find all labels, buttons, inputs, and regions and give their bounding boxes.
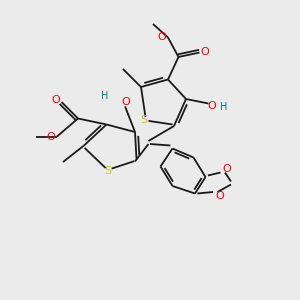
Text: O: O [215, 190, 224, 201]
Text: O: O [200, 47, 209, 57]
Text: S: S [104, 166, 112, 176]
Text: O: O [157, 32, 166, 42]
Text: O: O [46, 132, 55, 142]
Text: O: O [122, 97, 130, 107]
Text: S: S [140, 115, 148, 125]
Text: H: H [101, 91, 109, 101]
Text: O: O [223, 164, 232, 174]
Text: H: H [220, 101, 227, 112]
Text: O: O [52, 95, 61, 105]
Text: O: O [207, 100, 216, 111]
